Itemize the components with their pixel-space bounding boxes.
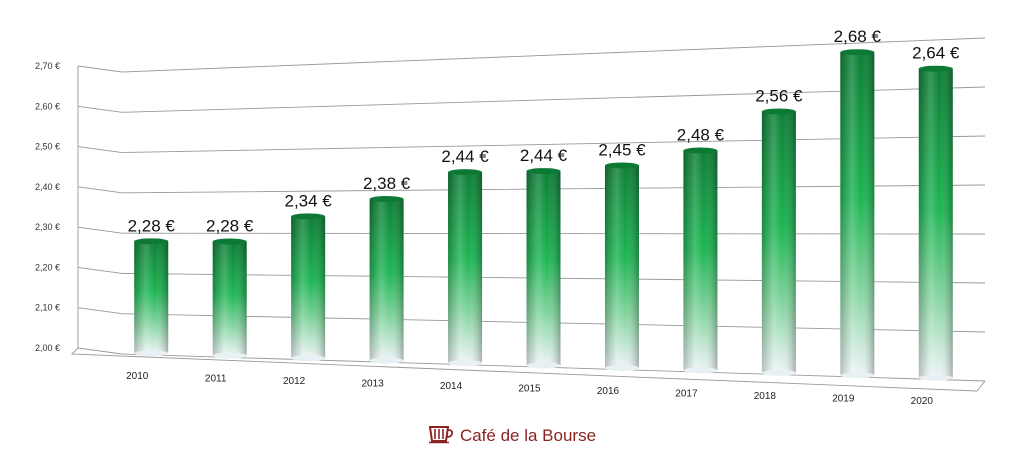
- data-label: 2,28 €: [206, 217, 254, 236]
- bar-2014: [448, 169, 483, 367]
- brand-logo: Café de la Bourse: [0, 424, 1024, 449]
- bar-top: [526, 168, 561, 175]
- x-tick-label: 2014: [440, 381, 463, 392]
- bar-shade: [134, 241, 169, 354]
- bar-top: [604, 162, 639, 169]
- bar-base: [212, 352, 247, 359]
- bar-base: [448, 360, 483, 367]
- bar-base: [683, 367, 718, 374]
- x-tick-label: 2011: [205, 374, 227, 385]
- y-tick-label: 2,20 €: [35, 262, 60, 272]
- data-label: 2,38 €: [363, 174, 411, 193]
- bar-shade: [761, 111, 796, 373]
- grid-line: [77, 135, 986, 154]
- bar-shade: [526, 171, 561, 366]
- data-label: 2,48 €: [677, 126, 725, 145]
- x-tick-label: 2010: [126, 371, 149, 382]
- x-tick-label: 2013: [361, 379, 384, 390]
- bar-shade: [448, 172, 483, 364]
- coffee-cup-icon: [428, 424, 454, 449]
- bar-chart: 2,00 € 2,10 € 2,20 € 2,30 € 2,40 € 2,50 € 2,60…: [35, 27, 986, 407]
- bar-base: [291, 355, 326, 362]
- bar-base: [604, 364, 639, 371]
- bar-base: [526, 362, 561, 369]
- data-label: 2,56 €: [755, 87, 803, 106]
- grid-line: [77, 37, 986, 73]
- y-tick-label: 2,50 €: [35, 142, 60, 152]
- bar-base: [369, 357, 404, 364]
- y-axis-ticks: 2,00 € 2,10 € 2,20 € 2,30 € 2,40 € 2,50 € 2,60…: [35, 61, 60, 353]
- bar-2011: [212, 238, 247, 359]
- y-tick-label: 2,70 €: [35, 61, 60, 71]
- bar-shade: [291, 216, 326, 359]
- bar-shade: [212, 241, 247, 356]
- bar-2020: [918, 65, 953, 381]
- bar-2010: [134, 238, 169, 357]
- floor-edge: [70, 347, 986, 392]
- bar-top: [369, 195, 404, 202]
- bar-base: [761, 369, 796, 376]
- y-tick-label: 2,30 €: [35, 222, 60, 232]
- y-tick-label: 2,40 €: [35, 182, 60, 192]
- bar-shade: [840, 52, 875, 376]
- bar-2018: [761, 108, 796, 376]
- x-tick-label: 2017: [675, 388, 698, 399]
- bar-2016: [604, 162, 639, 371]
- bar-shade: [604, 165, 639, 368]
- bar-top: [134, 238, 169, 245]
- bar-shade: [683, 150, 718, 371]
- y-tick-label: 2,60 €: [35, 101, 60, 111]
- data-labels: 2,28 € 2,28 € 2,34 € 2,38 € 2,44 € 2,44 € 2,45…: [128, 27, 960, 235]
- brand-name: Café de la Bourse: [459, 425, 597, 445]
- x-tick-label: 2012: [283, 376, 306, 387]
- y-tick-label: 2,10 €: [35, 303, 60, 313]
- x-axis-ticks: 2010 2011 2012 2013 2014 2015 2016 2017 2018 2019…: [126, 371, 933, 407]
- bar-2015: [526, 168, 561, 369]
- x-tick-label: 2019: [832, 393, 855, 404]
- bar-base: [840, 372, 875, 379]
- bar-top: [212, 238, 247, 245]
- x-tick-label: 2018: [754, 391, 777, 402]
- bar-top: [291, 213, 326, 220]
- bar-top: [840, 49, 875, 56]
- bar-shade: [369, 198, 404, 361]
- bar-2013: [369, 195, 404, 364]
- data-label: 2,44 €: [441, 147, 489, 166]
- bar-top: [683, 147, 718, 154]
- bar-2019: [840, 49, 875, 379]
- bar-top: [448, 169, 483, 176]
- bar-2017: [683, 147, 718, 374]
- x-tick-label: 2020: [911, 396, 934, 407]
- bars: [134, 49, 953, 381]
- bar-top: [918, 65, 953, 72]
- x-tick-label: 2016: [597, 386, 620, 397]
- y-tick-label: 2,00 €: [35, 343, 60, 353]
- grid-lines: [70, 37, 986, 392]
- data-label: 2,68 €: [834, 27, 882, 46]
- bar-base: [918, 374, 953, 381]
- data-label: 2,45 €: [598, 140, 646, 159]
- data-label: 2,34 €: [285, 191, 333, 210]
- x-tick-label: 2015: [518, 384, 541, 395]
- data-label: 2,28 €: [128, 216, 176, 235]
- bar-top: [761, 108, 796, 115]
- bar-2012: [291, 213, 326, 362]
- bar-base: [134, 350, 169, 357]
- data-label: 2,64 €: [912, 44, 960, 63]
- grid-line: [77, 86, 986, 113]
- data-label: 2,44 €: [520, 146, 568, 165]
- bar-shade: [918, 68, 953, 378]
